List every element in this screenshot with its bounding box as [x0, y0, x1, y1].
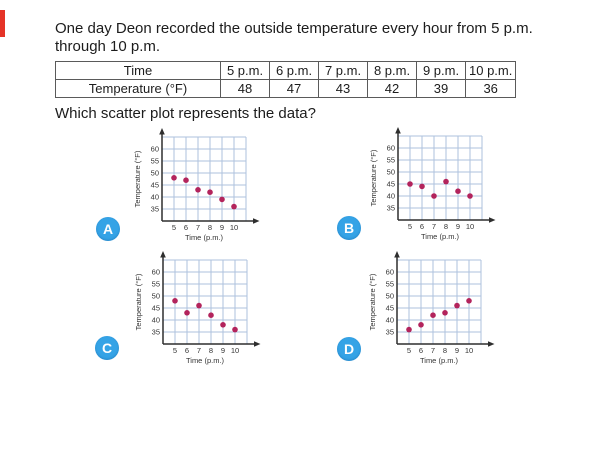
svg-text:7: 7 [196, 223, 200, 232]
svg-text:Time (p.m.): Time (p.m.) [186, 356, 225, 365]
svg-text:6: 6 [185, 346, 189, 355]
temperature-table: Time 5 p.m. 6 p.m. 7 p.m. 8 p.m. 9 p.m. … [55, 61, 517, 98]
svg-text:6: 6 [419, 346, 423, 355]
svg-text:35: 35 [152, 328, 160, 337]
svg-text:8: 8 [208, 223, 212, 232]
header-cell: 10 p.m. [464, 61, 517, 80]
svg-text:Temperature (°F): Temperature (°F) [369, 149, 378, 206]
scatter-plot-option-c: 5 6 7 8 9 10 35 40 45 50 55 60 Time (p.m.) Temperatur… [131, 250, 281, 372]
svg-text:10: 10 [230, 223, 238, 232]
header-cell: 9 p.m. [416, 61, 466, 80]
svg-text:Time (p.m.): Time (p.m.) [421, 232, 460, 241]
svg-text:55: 55 [151, 157, 159, 166]
svg-text:45: 45 [386, 304, 394, 313]
scatter-plot-d-figure: 5 6 7 8 9 10 35 40 45 50 55 60 Time (p.m.) Temperatur… [368, 251, 495, 365]
header-cell: 8 p.m. [367, 61, 417, 80]
svg-text:6: 6 [184, 223, 188, 232]
svg-text:9: 9 [456, 222, 460, 231]
svg-text:60: 60 [151, 145, 159, 154]
row-label-cell: Temperature (°F) [55, 79, 221, 98]
svg-text:8: 8 [209, 346, 213, 355]
svg-text:55: 55 [386, 280, 394, 289]
svg-text:60: 60 [152, 268, 160, 277]
svg-text:7: 7 [431, 346, 435, 355]
svg-text:35: 35 [387, 204, 395, 213]
svg-text:6: 6 [420, 222, 424, 231]
svg-text:10: 10 [466, 222, 474, 231]
value-cell: 39 [416, 79, 466, 98]
choice-b-badge[interactable]: B [337, 216, 361, 240]
scatter-plot-option-b: 5 6 7 8 9 10 35 40 45 50 55 60 Time (p.m.) Temperatur… [366, 126, 516, 248]
value-cell: 47 [269, 79, 319, 98]
svg-text:7: 7 [432, 222, 436, 231]
svg-text:40: 40 [152, 316, 160, 325]
svg-text:55: 55 [152, 280, 160, 289]
header-cell: 6 p.m. [269, 61, 319, 80]
svg-text:5: 5 [172, 223, 176, 232]
value-cell: 42 [367, 79, 417, 98]
choice-c-badge[interactable]: C [95, 336, 119, 360]
question-prompt: Which scatter plot represents the data? [55, 105, 316, 122]
svg-text:60: 60 [387, 144, 395, 153]
svg-text:35: 35 [386, 328, 394, 337]
svg-text:40: 40 [387, 192, 395, 201]
value-cell: 43 [318, 79, 368, 98]
svg-text:60: 60 [386, 268, 394, 277]
value-cell: 48 [220, 79, 270, 98]
question-text-line2: through 10 p.m. [55, 38, 161, 55]
red-accent-bar [0, 10, 5, 37]
svg-text:Time (p.m.): Time (p.m.) [420, 356, 459, 365]
svg-text:Time (p.m.): Time (p.m.) [185, 233, 224, 242]
svg-text:5: 5 [408, 222, 412, 231]
scatter-plot-option-a: 5 6 7 8 9 10 35 40 45 50 55 60 Time (p.m.) Temperatur… [130, 127, 280, 249]
svg-text:45: 45 [152, 304, 160, 313]
choice-d-badge[interactable]: D [337, 337, 361, 361]
svg-text:10: 10 [231, 346, 239, 355]
svg-text:9: 9 [221, 346, 225, 355]
scatter-plot-b-figure: 5 6 7 8 9 10 35 40 45 50 55 60 Time (p.m.) Temperatur… [369, 127, 496, 241]
svg-text:8: 8 [444, 222, 448, 231]
svg-text:Temperature (°F): Temperature (°F) [134, 273, 143, 330]
svg-text:40: 40 [386, 316, 394, 325]
scatter-plot-option-d: 5 6 7 8 9 10 35 40 45 50 55 60 Time (p.m.) Temperatur… [365, 250, 515, 372]
svg-text:40: 40 [151, 193, 159, 202]
svg-text:8: 8 [443, 346, 447, 355]
svg-text:45: 45 [151, 181, 159, 190]
value-cell: 36 [464, 79, 517, 98]
svg-text:9: 9 [455, 346, 459, 355]
scatter-plot-a-figure: 5 6 7 8 9 10 35 40 45 50 55 60 Time (p.m.) Temperatur… [133, 128, 260, 242]
header-cell: 5 p.m. [220, 61, 270, 80]
choice-a-badge[interactable]: A [96, 217, 120, 241]
svg-text:50: 50 [151, 169, 159, 178]
svg-text:50: 50 [387, 168, 395, 177]
svg-text:10: 10 [465, 346, 473, 355]
svg-text:5: 5 [407, 346, 411, 355]
svg-text:5: 5 [173, 346, 177, 355]
header-cell: 7 p.m. [318, 61, 368, 80]
svg-text:Temperature (°F): Temperature (°F) [368, 273, 377, 330]
svg-text:45: 45 [387, 180, 395, 189]
header-cell-time: Time [55, 61, 221, 80]
table-data-row: Temperature (°F) 48 47 43 42 39 36 [55, 79, 517, 98]
svg-text:9: 9 [220, 223, 224, 232]
svg-text:Temperature (°F): Temperature (°F) [133, 150, 142, 207]
svg-text:50: 50 [152, 292, 160, 301]
svg-text:50: 50 [386, 292, 394, 301]
question-text-line1: One day Deon recorded the outside temper… [55, 20, 533, 37]
svg-text:7: 7 [197, 346, 201, 355]
scatter-plot-c-figure: 5 6 7 8 9 10 35 40 45 50 55 60 Time (p.m.) Temperatur… [134, 251, 261, 365]
svg-text:55: 55 [387, 156, 395, 165]
table-header-row: Time 5 p.m. 6 p.m. 7 p.m. 8 p.m. 9 p.m. … [55, 61, 517, 80]
svg-text:35: 35 [151, 205, 159, 214]
